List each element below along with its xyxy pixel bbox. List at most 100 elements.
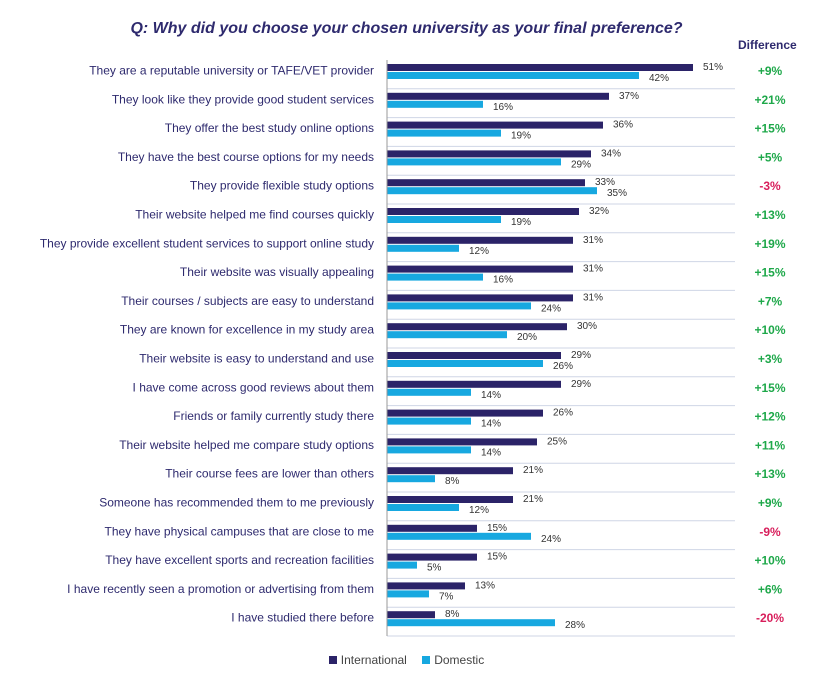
bar-domestic xyxy=(387,619,555,627)
data-label-domestic: 19% xyxy=(511,217,531,228)
bar-international xyxy=(387,524,477,532)
difference-header: Difference xyxy=(738,38,797,52)
category-label: They offer the best study online options xyxy=(165,121,374,135)
bar-domestic xyxy=(387,187,597,195)
data-label-domestic: 14% xyxy=(481,390,501,401)
bar-domestic xyxy=(387,532,531,540)
data-label-domestic: 24% xyxy=(541,303,561,314)
bar-domestic xyxy=(387,273,483,281)
bar-domestic xyxy=(387,446,471,454)
data-label-international: 33% xyxy=(595,177,615,188)
data-label-domestic: 29% xyxy=(571,159,591,170)
difference-value: +21% xyxy=(754,93,785,107)
difference-value: +10% xyxy=(754,554,785,568)
bar-domestic xyxy=(387,504,459,511)
legend-item-domestic: Domestic xyxy=(422,653,484,667)
difference-value: +13% xyxy=(754,467,785,481)
bar-domestic xyxy=(387,72,639,79)
category-label: Friends or family currently study there xyxy=(173,409,374,423)
difference-value: +9% xyxy=(758,64,783,78)
chart-title: Q: Why did you choose your chosen univer… xyxy=(130,20,683,37)
data-label-domestic: 12% xyxy=(469,505,489,516)
difference-value: +12% xyxy=(754,410,785,424)
bar-domestic xyxy=(387,100,483,108)
category-label: Their website helped me compare study op… xyxy=(119,438,374,452)
difference-value: +7% xyxy=(758,294,783,308)
bar-international xyxy=(387,467,513,475)
bar-domestic xyxy=(387,590,429,598)
data-label-international: 51% xyxy=(703,62,723,73)
data-label-domestic: 14% xyxy=(481,447,501,458)
bar-international xyxy=(387,323,567,331)
bar-domestic xyxy=(387,158,561,166)
category-label: They provide excellent student services … xyxy=(40,236,374,250)
difference-value: +15% xyxy=(754,266,785,280)
category-label: They are a reputable university or TAFE/… xyxy=(89,64,374,78)
difference-value: +9% xyxy=(758,496,783,510)
bar-domestic xyxy=(387,129,501,137)
data-label-domestic: 42% xyxy=(649,73,669,84)
legend: International Domestic xyxy=(0,653,813,667)
difference-value: +10% xyxy=(754,323,785,337)
legend-swatch-domestic xyxy=(422,656,431,664)
data-label-domestic: 14% xyxy=(481,419,501,430)
difference-value: +11% xyxy=(755,438,786,452)
difference-value: +5% xyxy=(758,150,783,164)
bar-international xyxy=(387,208,579,215)
bar-domestic xyxy=(387,302,531,310)
data-label-domestic: 26% xyxy=(553,361,573,372)
data-label-international: 31% xyxy=(583,264,603,275)
data-label-domestic: 28% xyxy=(565,620,585,631)
data-label-international: 26% xyxy=(553,408,573,419)
legend-label-international: International xyxy=(340,653,407,667)
data-label-domestic: 12% xyxy=(469,246,489,257)
difference-value: +6% xyxy=(758,582,783,596)
bar-international xyxy=(387,265,573,273)
bar-international xyxy=(387,92,609,100)
difference-value: -20% xyxy=(756,611,784,625)
data-label-international: 15% xyxy=(487,552,507,563)
data-label-international: 15% xyxy=(487,523,507,534)
bar-international xyxy=(387,352,561,359)
difference-value: -3% xyxy=(759,179,781,193)
legend-item-international: International xyxy=(328,653,407,667)
category-label: Their course fees are lower than others xyxy=(165,467,374,481)
data-label-international: 36% xyxy=(613,120,633,131)
data-label-domestic: 16% xyxy=(493,102,513,113)
bar-domestic xyxy=(387,244,459,252)
data-label-domestic: 5% xyxy=(427,563,442,574)
bar-international xyxy=(387,409,543,417)
category-label: Their website is easy to understand and … xyxy=(139,352,374,366)
difference-value: +15% xyxy=(754,122,785,136)
difference-value: +13% xyxy=(754,208,785,222)
category-label: I have studied there before xyxy=(231,611,374,625)
data-label-international: 25% xyxy=(547,436,567,447)
data-label-international: 29% xyxy=(571,350,591,361)
category-label: I have recently seen a promotion or adve… xyxy=(67,582,374,596)
bar-international xyxy=(387,64,693,71)
difference-value: +3% xyxy=(758,352,783,366)
data-label-international: 37% xyxy=(619,91,639,102)
category-label: They have excellent sports and recreatio… xyxy=(105,553,374,567)
category-label: They look like they provide good student… xyxy=(112,92,374,106)
bar-international xyxy=(387,582,465,590)
bar-chart: They are a reputable university or TAFE/… xyxy=(40,60,786,637)
bar-domestic xyxy=(387,475,435,483)
legend-label-domestic: Domestic xyxy=(434,653,485,667)
data-label-domestic: 8% xyxy=(445,476,460,487)
legend-swatch-international xyxy=(328,656,337,664)
data-label-international: 30% xyxy=(577,321,597,332)
data-label-international: 13% xyxy=(475,580,495,591)
data-label-domestic: 24% xyxy=(541,534,561,545)
data-label-international: 31% xyxy=(583,292,603,303)
bar-international xyxy=(387,553,477,561)
data-label-international: 34% xyxy=(601,148,621,159)
category-label: I have come across good reviews about th… xyxy=(133,380,374,394)
bar-domestic xyxy=(387,360,543,367)
bar-international xyxy=(387,294,573,302)
data-label-domestic: 35% xyxy=(607,188,627,199)
category-label: They are known for excellence in my stud… xyxy=(120,323,374,337)
data-label-international: 21% xyxy=(523,494,543,505)
category-label: Someone has recommended them to me previ… xyxy=(99,496,374,510)
bar-international xyxy=(387,496,513,503)
